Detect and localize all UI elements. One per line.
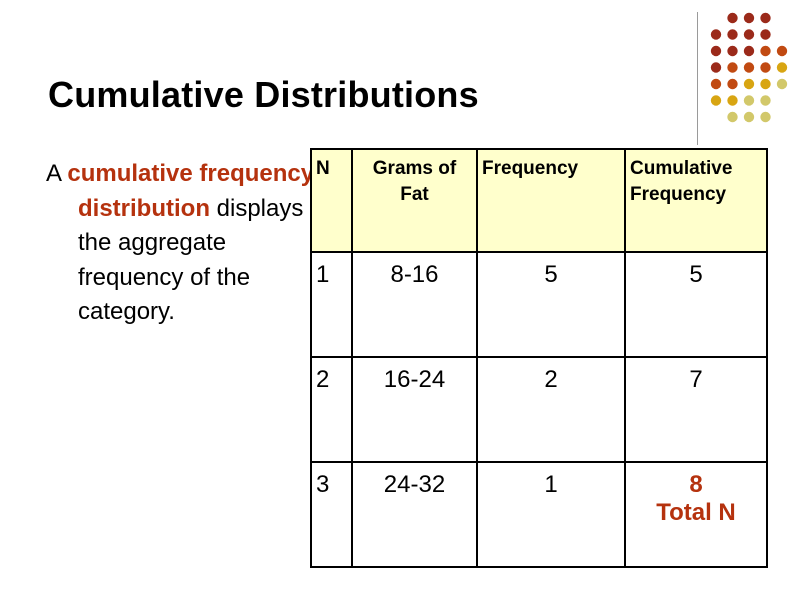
cell-grams: 16-24 [351,356,478,463]
decorative-dot [727,29,738,40]
decorative-dot [743,45,755,57]
header-grams-of-fat: Grams of Fat [351,148,478,253]
decorative-dot [743,29,755,40]
decorative-dot [760,95,771,106]
decorative-dot [710,62,722,73]
decorative-dot [776,78,788,90]
decorative-dot [760,45,771,57]
decorative-dot [760,78,771,90]
decorative-dot [710,45,722,57]
header-frequency: Frequency [476,148,626,253]
body-prefix: A [46,160,68,187]
table-header-row: N Grams of Fat Frequency Cumulative Freq… [310,148,768,253]
decorative-dot [727,95,738,106]
body-highlight: cumulative frequency distribution [67,160,315,222]
cell-n: 1 [310,251,353,358]
body-suffix: displays the aggregate frequency of the … [78,194,304,326]
decorative-dot [760,111,771,123]
cell-cumulative: 5 [624,251,768,358]
decorative-dot [743,95,755,106]
cell-grams: 8-16 [351,251,478,358]
decorative-dot [743,111,755,123]
decorative-dot [727,78,738,90]
decorative-dot [727,111,738,123]
decorative-dot [710,78,722,90]
table-row: 1 8-16 5 5 [310,251,768,358]
cell-frequency: 2 [476,356,626,463]
cell-cumulative-total: 8 Total N [624,461,768,568]
cell-cumulative: 7 [624,356,768,463]
frequency-table: N Grams of Fat Frequency Cumulative Freq… [310,148,768,568]
decorative-dot-grid [710,12,788,123]
decorative-dot [760,12,771,24]
decorative-dot [776,45,788,57]
decorative-dot [710,29,722,40]
decorative-dot [710,95,722,106]
slide-title: Cumulative Distributions [48,74,479,115]
cell-n: 2 [310,356,353,463]
header-cumulative-frequency: Cumulative Frequency [624,148,768,253]
decorative-dot [760,29,771,40]
decorative-dot [727,45,738,57]
decorative-dot [727,62,738,73]
cell-frequency: 5 [476,251,626,358]
decorative-dot [743,12,755,24]
decorative-dot [776,62,788,73]
decorative-divider [697,12,698,145]
decorative-dot [743,78,755,90]
decorative-dot [760,62,771,73]
body-paragraph: A cumulative frequency distribution disp… [46,157,326,330]
total-value: 8 [689,471,703,498]
table-row: 2 16-24 2 7 [310,356,768,463]
table-row: 3 24-32 1 8 Total N [310,461,768,568]
cell-n: 3 [310,461,353,568]
total-label: Total N [656,499,736,526]
decorative-dot [743,62,755,73]
decorative-dot [727,12,738,24]
cell-frequency: 1 [476,461,626,568]
cell-grams: 24-32 [351,461,478,568]
header-n: N [310,148,353,253]
